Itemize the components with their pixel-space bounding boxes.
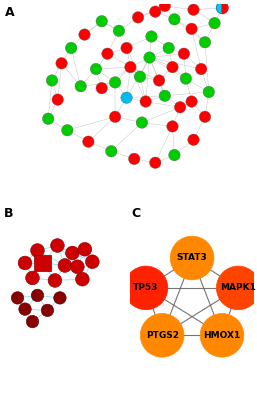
Circle shape <box>178 48 190 60</box>
Circle shape <box>102 48 113 60</box>
Text: A: A <box>5 6 15 19</box>
Circle shape <box>169 14 180 25</box>
Circle shape <box>121 92 132 104</box>
Circle shape <box>75 80 86 92</box>
Circle shape <box>163 42 175 54</box>
Circle shape <box>48 274 62 287</box>
Circle shape <box>144 52 155 63</box>
Circle shape <box>11 292 24 304</box>
Circle shape <box>78 242 92 256</box>
Circle shape <box>140 96 151 107</box>
Circle shape <box>52 94 63 105</box>
Circle shape <box>56 58 67 69</box>
Circle shape <box>180 73 192 84</box>
Circle shape <box>86 255 99 268</box>
Text: MAPK1: MAPK1 <box>220 284 256 292</box>
Circle shape <box>175 102 186 113</box>
Circle shape <box>109 111 121 122</box>
Circle shape <box>46 75 58 86</box>
Circle shape <box>42 113 54 124</box>
Circle shape <box>146 31 157 42</box>
Circle shape <box>109 77 121 88</box>
Circle shape <box>124 266 168 310</box>
Wedge shape <box>216 2 222 14</box>
Circle shape <box>18 256 32 270</box>
Circle shape <box>125 61 136 73</box>
Circle shape <box>140 314 184 357</box>
Text: HMOX1: HMOX1 <box>203 331 241 340</box>
Circle shape <box>159 0 171 12</box>
Circle shape <box>76 272 89 286</box>
Wedge shape <box>222 2 228 14</box>
Circle shape <box>41 304 54 316</box>
Circle shape <box>58 259 72 272</box>
Text: STAT3: STAT3 <box>177 254 207 262</box>
Circle shape <box>188 4 199 16</box>
Circle shape <box>62 124 73 136</box>
Circle shape <box>199 36 211 48</box>
Circle shape <box>195 63 207 75</box>
Circle shape <box>199 111 211 122</box>
Circle shape <box>31 289 44 302</box>
Circle shape <box>113 25 125 36</box>
Circle shape <box>188 134 199 146</box>
Circle shape <box>65 42 77 54</box>
Circle shape <box>128 153 140 165</box>
Text: B: B <box>4 207 13 220</box>
Circle shape <box>106 146 117 157</box>
Circle shape <box>132 12 144 23</box>
Circle shape <box>70 260 84 274</box>
Text: TP53: TP53 <box>133 284 159 292</box>
Circle shape <box>153 75 165 86</box>
Circle shape <box>82 136 94 148</box>
Circle shape <box>167 61 178 73</box>
Circle shape <box>150 157 161 168</box>
Circle shape <box>31 244 44 257</box>
Circle shape <box>96 16 107 27</box>
Text: C: C <box>131 207 140 220</box>
Circle shape <box>209 17 220 29</box>
Circle shape <box>150 6 161 17</box>
Circle shape <box>203 86 215 98</box>
Circle shape <box>26 315 39 328</box>
Circle shape <box>79 29 90 40</box>
Circle shape <box>90 63 102 75</box>
Circle shape <box>19 303 31 315</box>
Circle shape <box>169 149 180 161</box>
Circle shape <box>200 314 244 357</box>
Circle shape <box>54 292 66 304</box>
Circle shape <box>186 23 197 34</box>
Circle shape <box>51 239 64 252</box>
Circle shape <box>96 82 107 94</box>
Circle shape <box>121 42 132 54</box>
Circle shape <box>26 271 39 285</box>
Circle shape <box>66 246 79 260</box>
Circle shape <box>186 96 197 107</box>
FancyBboxPatch shape <box>34 255 51 271</box>
Text: PTGS2: PTGS2 <box>146 331 179 340</box>
Circle shape <box>159 90 171 102</box>
Circle shape <box>136 117 148 128</box>
Circle shape <box>134 71 146 82</box>
Circle shape <box>216 266 257 310</box>
Circle shape <box>170 236 214 280</box>
Circle shape <box>167 121 178 132</box>
